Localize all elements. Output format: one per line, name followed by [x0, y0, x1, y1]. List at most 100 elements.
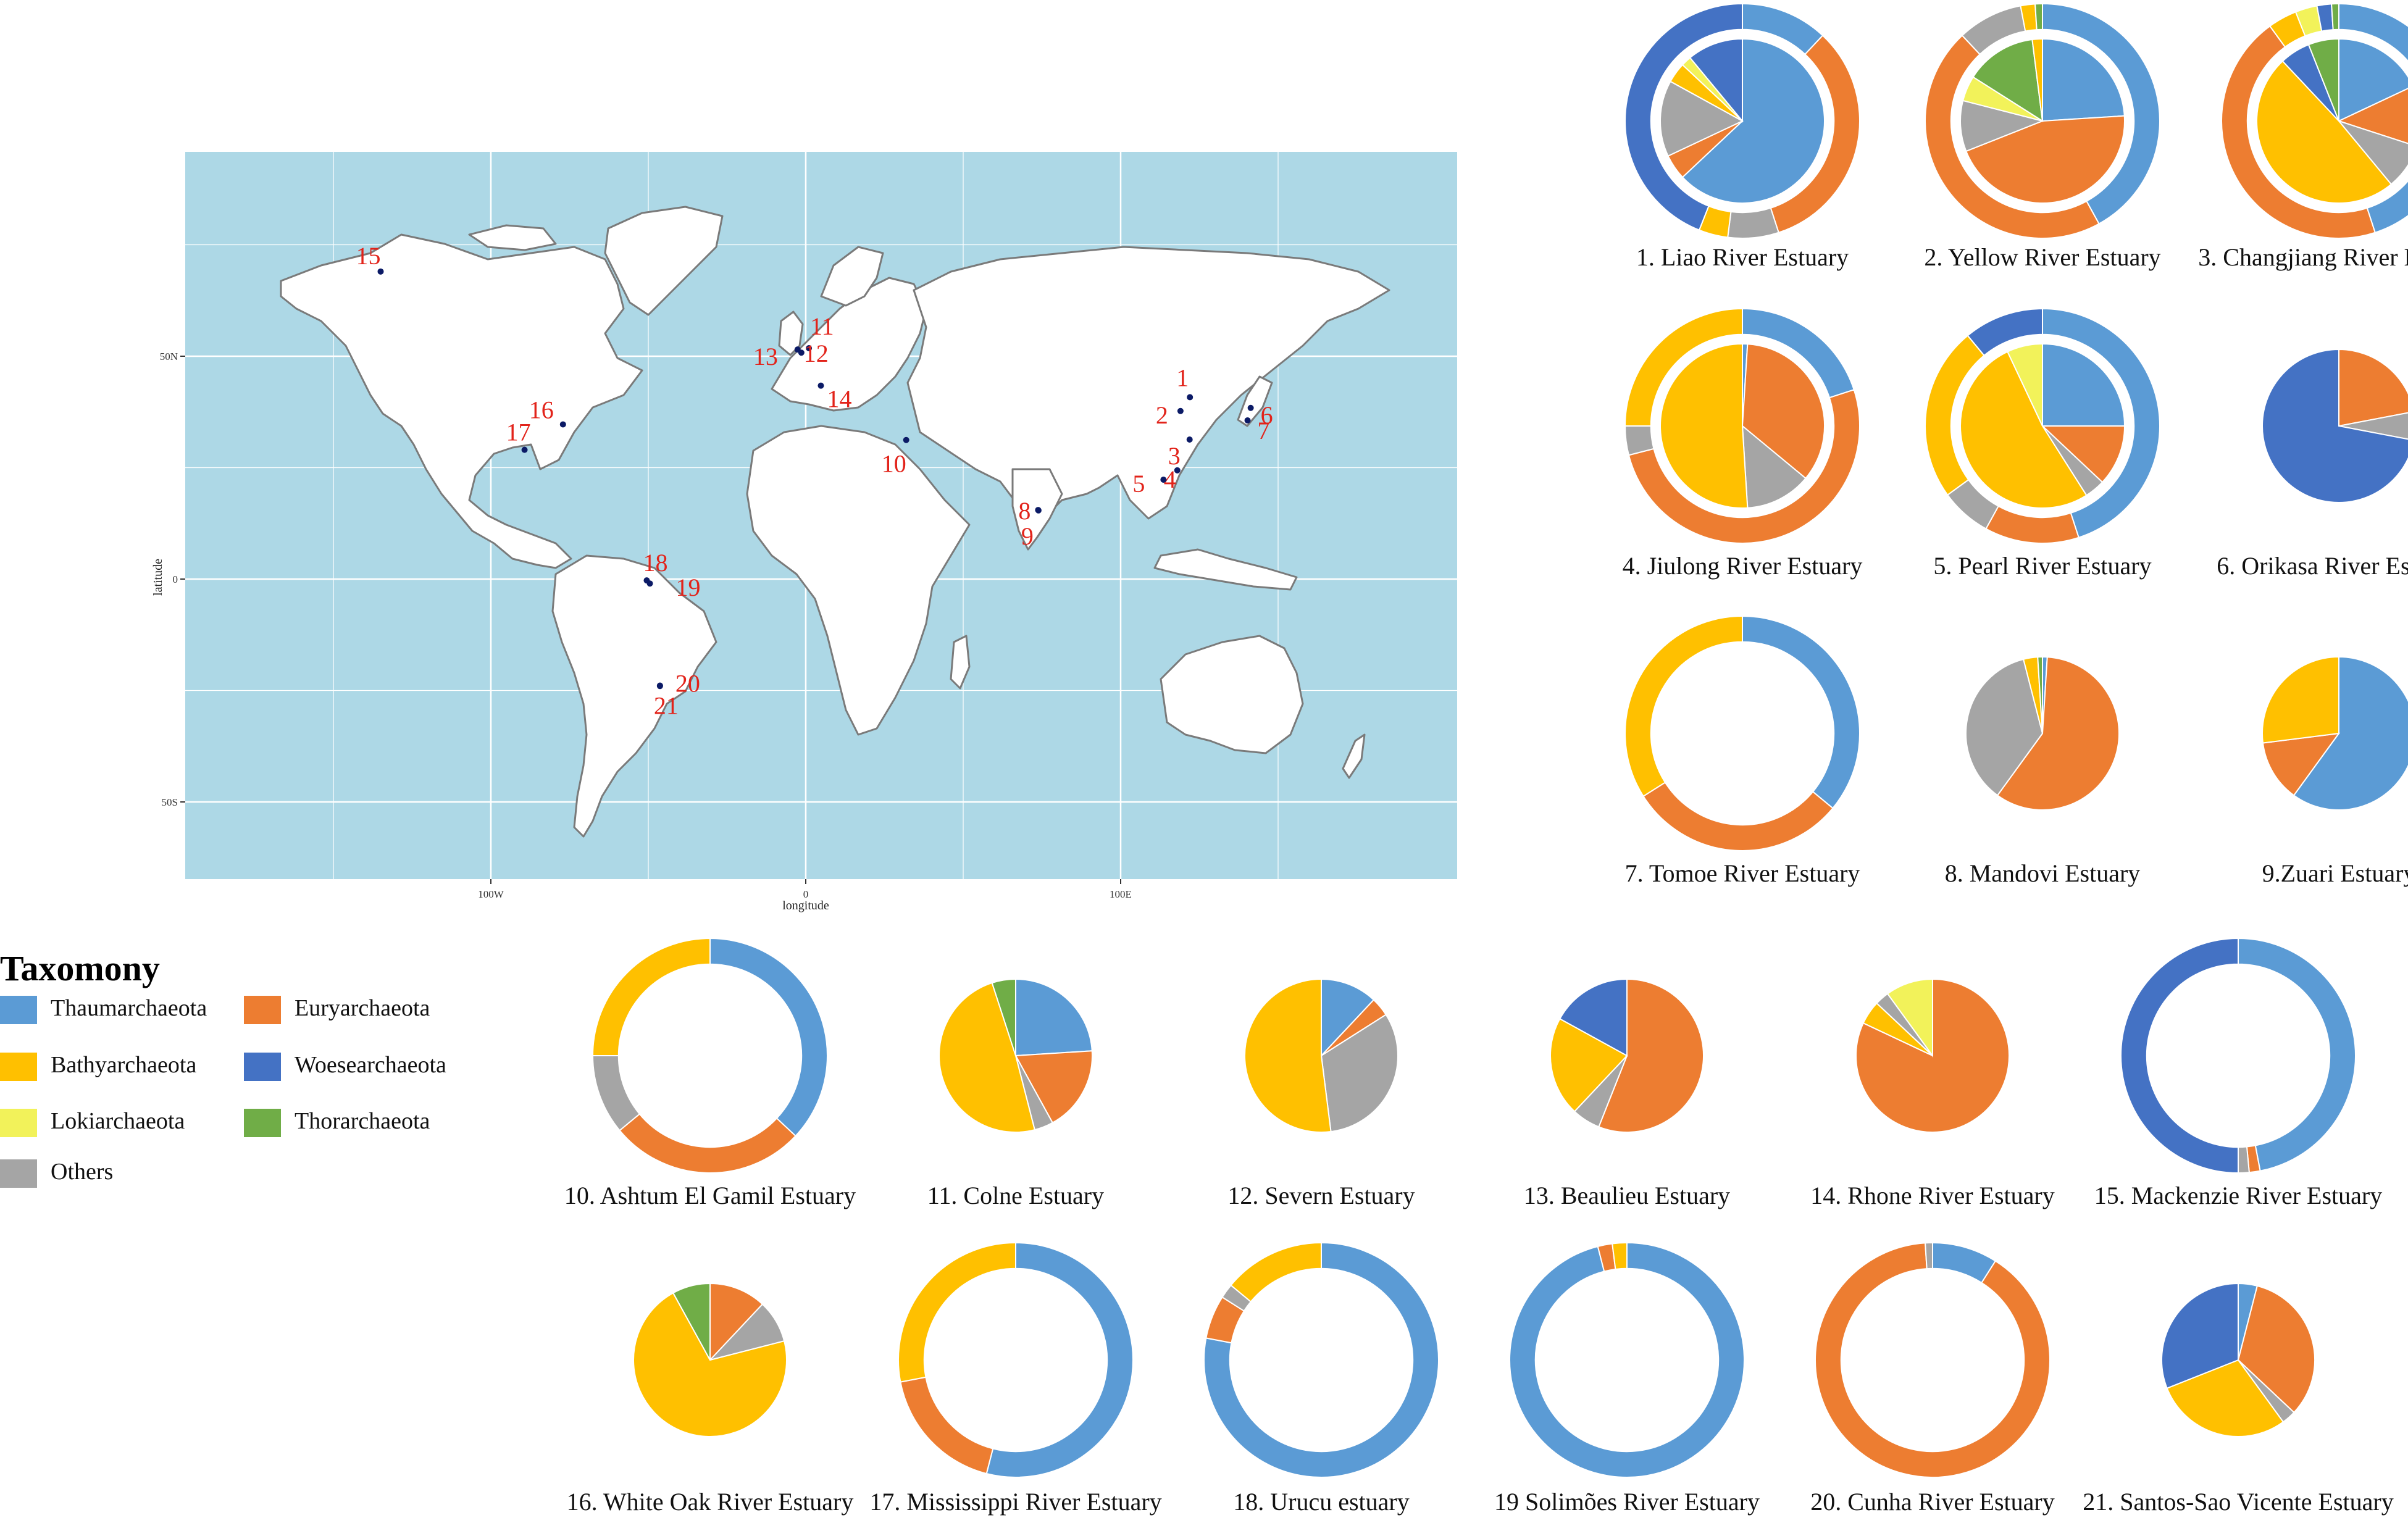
pie-chart-14: 14. Rhone River Estuary: [1810, 978, 2055, 1209]
pie-charts: 1. Liao River Estuary 2. Yellow River Est…: [564, 2, 2408, 1516]
pie-chart-7: 7. Tomoe River Estuary: [1624, 615, 1860, 887]
legend-title: Taxomony: [0, 948, 160, 988]
pie-21-slice-euryarchaeota: [2237, 1285, 2315, 1414]
pie-2-inner-slice-thaumarchaeota: [2042, 38, 2125, 122]
japan-landmass: [1237, 375, 1273, 427]
pie-2-outer-slice-euryarchaeota: [1925, 35, 2100, 239]
pie-16-slice-euryarchaeota: [709, 1282, 764, 1362]
pie-2-inner-slice-bathyarchaeota: [2031, 38, 2043, 122]
pie-chart-12: 12. Severn Estuary: [1227, 978, 1415, 1209]
pie-17-slice-bathyarchaeota: [898, 1241, 1016, 1383]
pie-8-slice-thorarchaeota: [2037, 656, 2043, 734]
pie-chart-20: 20. Cunha River Estuary: [1810, 1241, 2055, 1516]
site-marker-15: [377, 268, 384, 275]
pie-chart-5: 5. Pearl River Estuary: [1925, 307, 2160, 580]
pie-label-20: 20. Cunha River Estuary: [1810, 1488, 2055, 1516]
pie-12-slice-bathyarchaeota: [1244, 978, 1332, 1133]
pie-chart-10: 10. Ashtum El Gamil Estuary: [564, 937, 856, 1209]
legend-swatch-lokiarchaeota: [0, 1109, 37, 1137]
site-marker-16: [559, 421, 566, 428]
pie-chart-6: 6. Orikasa River Estuary: [2217, 348, 2408, 580]
pie-chart-15: 15. Mackenzie River Estuary: [2094, 937, 2382, 1209]
pie-label-14: 14. Rhone River Estuary: [1810, 1182, 2055, 1209]
pie-5-outer-slice-woesearchaeota: [1967, 307, 2043, 357]
pie-3-outer-slice-thorarchaeota: [2331, 2, 2339, 31]
map-y-tick-label: 50S: [162, 796, 178, 808]
site-label-21: 21: [654, 691, 679, 719]
legend-swatch-thorarchaeota: [244, 1109, 281, 1137]
pie-16-slice-thorarchaeota: [672, 1282, 711, 1361]
pie-5-inner-slice-bathyarchaeota: [1959, 351, 2088, 509]
pie-label-11: 11. Colne Estuary: [927, 1182, 1104, 1209]
pie-3-outer-slice-euryarchaeota: [2221, 25, 2376, 239]
map-y-tick-label: 50N: [160, 351, 178, 362]
pie-9-slice-thaumarchaeota: [2293, 656, 2408, 811]
pie-3-inner-slice-thorarchaeota: [2307, 38, 2339, 122]
legend-swatch-bathyarchaeota: [0, 1053, 37, 1081]
pie-1-inner-slice-thaumarchaeota: [1681, 38, 1825, 204]
pie-13-slice-euryarchaeota: [1598, 978, 1704, 1133]
pie-chart-2: 2. Yellow River Estuary: [1924, 2, 2161, 271]
pie-4-inner-slice-euryarchaeota: [1741, 343, 1825, 480]
site-label-1: 1: [1176, 364, 1189, 391]
map-x-tick-label: 100E: [1110, 888, 1132, 900]
pie-16-slice-bathyarchaeota: [633, 1291, 787, 1437]
pie-21-slice-woesearchaeota: [2161, 1282, 2239, 1389]
north-america-landmass: [280, 233, 643, 569]
pie-5-inner-slice-euryarchaeota: [2041, 425, 2126, 483]
pie-1-inner-slice-woesearchaeota: [1689, 38, 1743, 123]
pie-chart-18: 18. Urucu estuary: [1203, 1241, 1439, 1516]
site-marker-1: [1187, 394, 1194, 401]
site-label-12: 12: [804, 340, 829, 367]
pie-8-slice-euryarchaeota: [1996, 656, 2120, 811]
pie-19-slice-bathyarchaeota: [1612, 1241, 1628, 1271]
pie-7-slice-euryarchaeota: [1642, 782, 1834, 851]
map-x-axis-title: longitude: [782, 899, 829, 912]
europe-landmass: [771, 277, 927, 412]
map-axes: 100W 0 100E 50N 0 50S: [160, 351, 1132, 900]
pie-20-slice-euryarchaeota: [1814, 1242, 2051, 1478]
pie-17-slice-euryarchaeota: [900, 1376, 994, 1475]
pie-3-inner-slice-thaumarchaeota: [2338, 38, 2408, 122]
pie-chart-8: 8. Mandovi Estuary: [1945, 656, 2140, 887]
site-label-18: 18: [643, 549, 667, 577]
pie-chart-21: 21. Santos-Sao Vicente Estuary: [2083, 1282, 2394, 1516]
pie-15-slice-thaumarchaeota: [2238, 937, 2356, 1172]
pie-18-slice-bathyarchaeota: [1230, 1241, 1322, 1303]
site-marker-9: [1035, 507, 1042, 514]
pie-chart-1: 1. Liao River Estuary: [1624, 2, 1860, 271]
pie-18-slice-thaumarchaeota: [1203, 1241, 1439, 1478]
site-label-3: 3: [1168, 442, 1181, 470]
pie-2-outer-slice-thorarchaeota: [2034, 2, 2043, 31]
pie-5-inner-slice-lokiarchaeota: [2007, 343, 2043, 427]
madagascar-landmass: [950, 635, 971, 690]
legend-label-thorarchaeota: Thorarchaeota: [295, 1108, 430, 1134]
se-asia-islands: [1153, 548, 1298, 591]
new-zealand-landmass: [1342, 733, 1366, 779]
pie-15-slice-woesearchaeota: [2120, 937, 2239, 1174]
pie-label-3: 3. Changjiang River Estuary: [2198, 243, 2408, 271]
map-x-tick-label: 100W: [478, 888, 504, 900]
map-y-axis-title: latitude: [151, 559, 165, 596]
site-label-14: 14: [827, 385, 851, 413]
site-marker-13: [798, 349, 805, 356]
pie-10-slice-euryarchaeota: [619, 1113, 796, 1174]
site-marker-10: [903, 436, 909, 443]
legend-label-euryarchaeota: Euryarchaeota: [295, 995, 430, 1021]
africa-landmass: [746, 425, 971, 736]
pie-17-slice-thaumarchaeota: [985, 1241, 1134, 1478]
pie-14-slice-euryarchaeota: [1855, 978, 2010, 1133]
pie-13-slice-woesearchaeota: [1558, 978, 1628, 1057]
site-marker-19: [646, 580, 653, 587]
pie-chart-19: 19 Solimões River Estuary: [1494, 1241, 1760, 1516]
site-label-11: 11: [810, 312, 834, 340]
pie-5-inner-slice-thaumarchaeota: [2042, 343, 2126, 427]
pie-6-slice-others: [2338, 412, 2408, 440]
map-x-tick-label: 0: [803, 888, 809, 900]
pie-chart-17: 17. Mississippi River Estuary: [869, 1241, 1162, 1516]
uk-landmass: [778, 311, 804, 356]
greenland-landmass: [604, 206, 724, 316]
pie-4-outer-slice-euryarchaeota: [1628, 389, 1860, 545]
pie-label-6: 6. Orikasa River Estuary: [2217, 552, 2408, 580]
